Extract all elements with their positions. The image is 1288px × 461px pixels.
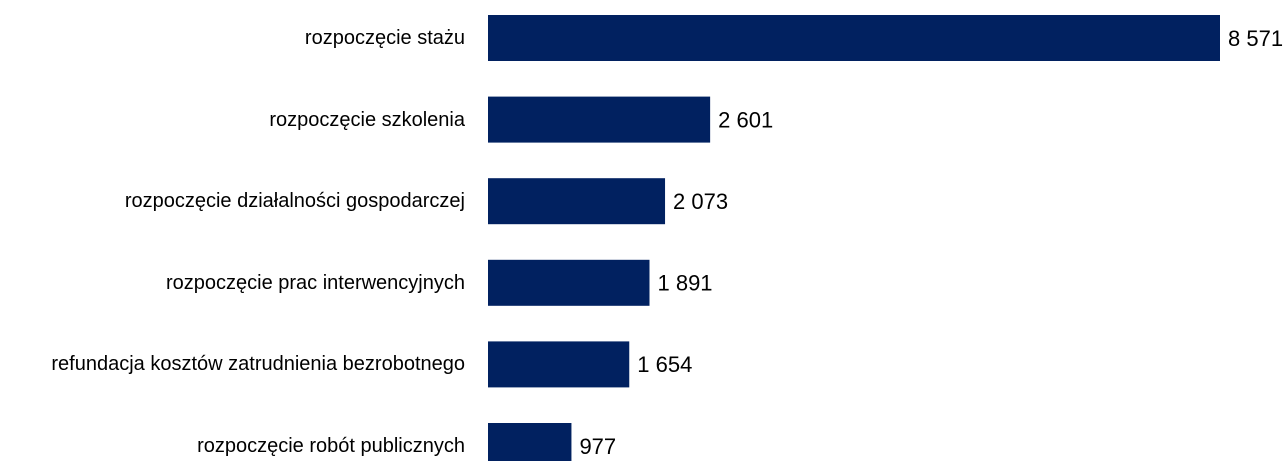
bar	[488, 259, 650, 306]
category-label: rozpoczęcie szkolenia	[269, 108, 465, 131]
value-label: 2 073	[673, 189, 728, 214]
value-label: 1 891	[657, 271, 712, 296]
bar	[488, 341, 630, 388]
category-label: rozpoczęcie robót publicznych	[197, 435, 465, 457]
bar	[488, 15, 1220, 61]
bar	[488, 178, 666, 225]
category-label: rozpoczęcie działalności gospodarczej	[124, 190, 465, 213]
bar	[488, 423, 572, 461]
category-label: refundacja kosztów zatrudnienia bezrobot…	[51, 353, 465, 376]
value-label: 2 601	[718, 107, 773, 132]
value-label: 1 654	[637, 352, 692, 377]
bar	[488, 96, 711, 143]
category-label: rozpoczęcie prac interwencyjnych	[165, 271, 465, 294]
value-label: 977	[579, 434, 616, 459]
value-label: 8 571	[1228, 26, 1283, 51]
category-label: rozpoczęcie stażu	[304, 27, 465, 49]
